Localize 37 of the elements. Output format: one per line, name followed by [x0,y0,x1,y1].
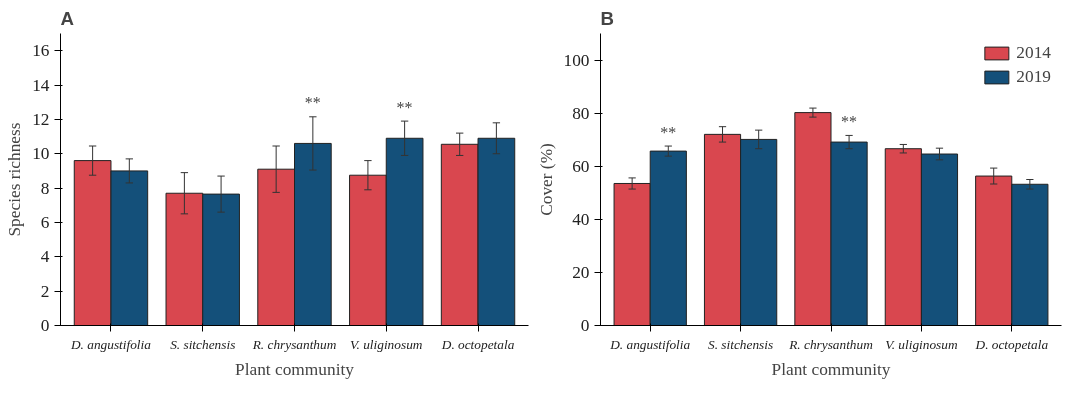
y-tick-label: 80 [572,103,590,123]
data-label: ** [304,94,321,112]
y-tick-label: 10 [32,144,50,164]
y-axis-title: Cover (%) [536,142,556,216]
y-tick-label: 100 [563,50,590,70]
x-tick-label: D. angustifolia [609,336,691,352]
data-label: ** [396,98,413,116]
legend-label: 2014 [1016,43,1051,63]
x-axis-title: Plant community [771,359,891,379]
y-tick-label: 12 [32,109,50,129]
y-tick-label: 6 [40,212,50,232]
x-tick-label: V. uliginosum [885,336,958,352]
x-tick-label: R. chrysanthum [251,336,337,352]
x-tick-label: D. octopetala [440,336,515,352]
x-tick-label: D. angustifolia [69,336,152,352]
x-axis-title: Plant community [235,359,355,379]
y-tick-label: 0 [580,316,590,335]
y-tick-label: 8 [40,178,50,198]
y-axis-title: Species richness [5,122,25,237]
y-tick-label: 20 [572,262,590,282]
legend-label: 2019 [1016,67,1051,87]
y-tick-label: 40 [572,209,590,229]
x-tick-label: D. octopetala [974,336,1049,352]
chart-title: B [600,7,614,29]
x-tick-label: R. chrysanthum [788,336,874,352]
x-tick-label: S. sitchensis [170,336,236,352]
x-tick-label: V. uliginosum [350,336,423,352]
data-label: ** [660,123,677,141]
data-label: ** [841,112,858,130]
y-tick-label: 0 [40,316,50,335]
y-tick-label: 14 [32,75,50,95]
y-tick-label: 2 [40,281,50,301]
y-tick-label: 4 [40,247,50,267]
chart-title: A [60,7,74,29]
y-tick-label: 60 [572,156,590,176]
y-tick-label: 16 [32,41,50,61]
x-tick-label: S. sitchensis [708,336,774,352]
